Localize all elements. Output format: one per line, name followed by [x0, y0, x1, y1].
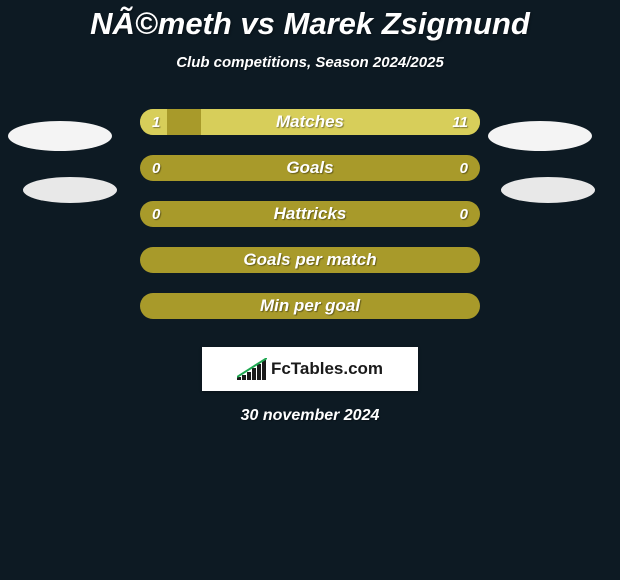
snapshot-date: 30 november 2024 [0, 407, 620, 425]
stat-value-left: 0 [152, 155, 160, 181]
fctables-logo: FcTables.com [202, 347, 418, 391]
stat-bar: Min per goal [140, 293, 480, 319]
logo-text: FcTables.com [271, 359, 383, 379]
stat-bar: Goals0 0 [140, 155, 480, 181]
stat-label: Hattricks [140, 201, 480, 227]
stat-label: Matches [140, 109, 480, 135]
page-subtitle: Club competitions, Season 2024/2025 [0, 54, 620, 71]
player-placeholder-oval [501, 177, 595, 203]
stat-value-right: 11 [452, 109, 468, 135]
stat-row: Goals per match [0, 237, 620, 283]
player-placeholder-oval [488, 121, 592, 151]
stat-value-left: 0 [152, 201, 160, 227]
stat-label: Goals [140, 155, 480, 181]
stat-label: Min per goal [140, 293, 480, 319]
stat-value-right: 0 [460, 155, 468, 181]
stat-bar: Hattricks0 0 [140, 201, 480, 227]
stat-row: Min per goal [0, 283, 620, 329]
player-placeholder-oval [8, 121, 112, 151]
player-placeholder-oval [23, 177, 117, 203]
stat-bar: Matches111 [140, 109, 480, 135]
page-title: NÃ©meth vs Marek Zsigmund [0, 0, 620, 42]
bars-icon [237, 358, 267, 380]
stat-label: Goals per match [140, 247, 480, 273]
stat-value-left: 1 [152, 109, 160, 135]
stat-value-right: 0 [460, 201, 468, 227]
stat-bar: Goals per match [140, 247, 480, 273]
